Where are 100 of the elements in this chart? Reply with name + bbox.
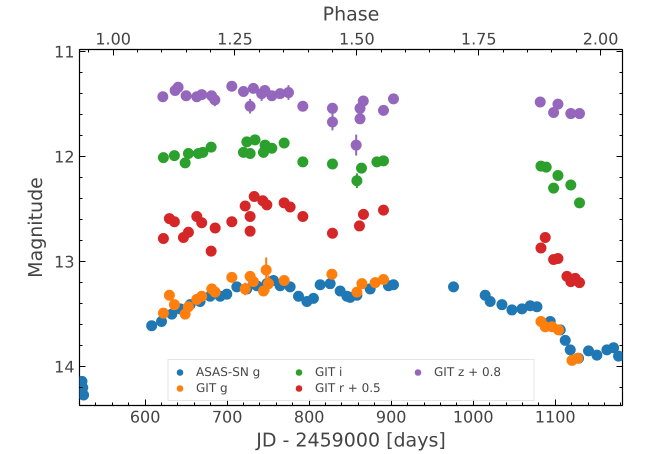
point <box>158 233 169 244</box>
point <box>552 170 564 182</box>
point <box>157 91 168 102</box>
point <box>548 182 560 194</box>
point <box>484 296 496 308</box>
point <box>283 87 294 98</box>
point <box>240 200 251 212</box>
point <box>591 350 602 361</box>
point <box>496 299 508 310</box>
x-tick-label: 700 <box>212 408 242 426</box>
point <box>261 199 272 210</box>
point <box>180 90 192 102</box>
point <box>293 290 304 302</box>
point <box>206 142 217 153</box>
point <box>351 175 362 186</box>
x-tick-label: 1000 <box>452 408 494 426</box>
point <box>158 152 169 164</box>
point <box>574 108 586 120</box>
point <box>506 304 518 316</box>
legend-label: GIT z + 0.8 <box>434 364 502 380</box>
y-tick-label: 12 <box>54 148 74 167</box>
point <box>244 226 256 237</box>
point <box>206 246 217 257</box>
point <box>297 100 308 112</box>
point <box>326 158 338 170</box>
point <box>351 286 362 298</box>
point <box>226 272 238 283</box>
x2-tick-label: 1.25 <box>217 30 253 48</box>
point <box>370 277 381 288</box>
point <box>158 308 169 319</box>
point <box>326 102 338 114</box>
point <box>168 150 180 162</box>
point <box>378 104 389 116</box>
legend-label: GIT g <box>196 380 229 396</box>
point <box>164 290 175 301</box>
point <box>583 345 594 356</box>
point <box>354 220 365 232</box>
legend-label: GIT i <box>315 364 344 380</box>
legend-label: ASAS-SN g <box>196 364 262 380</box>
x2-tick-label: 1.75 <box>460 30 497 48</box>
point <box>221 288 232 300</box>
x-tick-label: 900 <box>376 408 406 426</box>
point <box>260 264 272 276</box>
point <box>564 344 576 356</box>
point <box>248 276 259 288</box>
point <box>350 140 362 151</box>
point <box>516 303 528 314</box>
point <box>180 157 191 168</box>
point <box>574 277 586 288</box>
legend-label: GIT r + 0.5 <box>315 380 382 396</box>
point <box>226 216 238 228</box>
point <box>244 148 256 159</box>
point <box>168 216 180 228</box>
point <box>326 116 338 128</box>
point <box>565 179 576 190</box>
point <box>560 334 571 346</box>
x-tick-label: 800 <box>294 408 324 426</box>
point <box>196 290 208 302</box>
point <box>238 86 249 97</box>
point <box>326 268 338 280</box>
point <box>548 107 560 118</box>
y-tick-label: 14 <box>54 358 74 377</box>
point <box>278 275 290 286</box>
point <box>244 100 256 112</box>
point <box>358 208 369 220</box>
x2-axis-title: Phase <box>322 4 380 26</box>
point <box>448 281 460 292</box>
point <box>209 94 220 106</box>
point <box>244 210 256 222</box>
point <box>534 96 546 108</box>
point <box>284 202 296 213</box>
point <box>248 82 259 94</box>
point <box>210 222 221 234</box>
point <box>535 242 546 254</box>
point <box>182 226 194 238</box>
point <box>248 191 260 202</box>
point <box>80 390 90 400</box>
point <box>297 156 308 168</box>
point <box>574 197 586 208</box>
point <box>297 210 308 222</box>
point <box>146 320 158 332</box>
point <box>388 93 399 104</box>
x-tick-label: 1100 <box>534 408 576 426</box>
point <box>308 292 319 304</box>
point <box>182 148 194 159</box>
point <box>196 89 208 100</box>
point <box>540 232 551 243</box>
point <box>608 342 620 354</box>
point <box>196 217 208 228</box>
point <box>356 278 368 290</box>
point <box>278 137 290 148</box>
point <box>378 204 389 216</box>
point <box>326 228 338 239</box>
point <box>250 134 261 146</box>
point <box>324 278 336 290</box>
x-tick-label: 600 <box>130 408 160 426</box>
y-tick-label: 13 <box>54 252 74 272</box>
point <box>552 98 564 110</box>
y-tick-label: 11 <box>54 42 74 62</box>
point <box>258 286 269 297</box>
